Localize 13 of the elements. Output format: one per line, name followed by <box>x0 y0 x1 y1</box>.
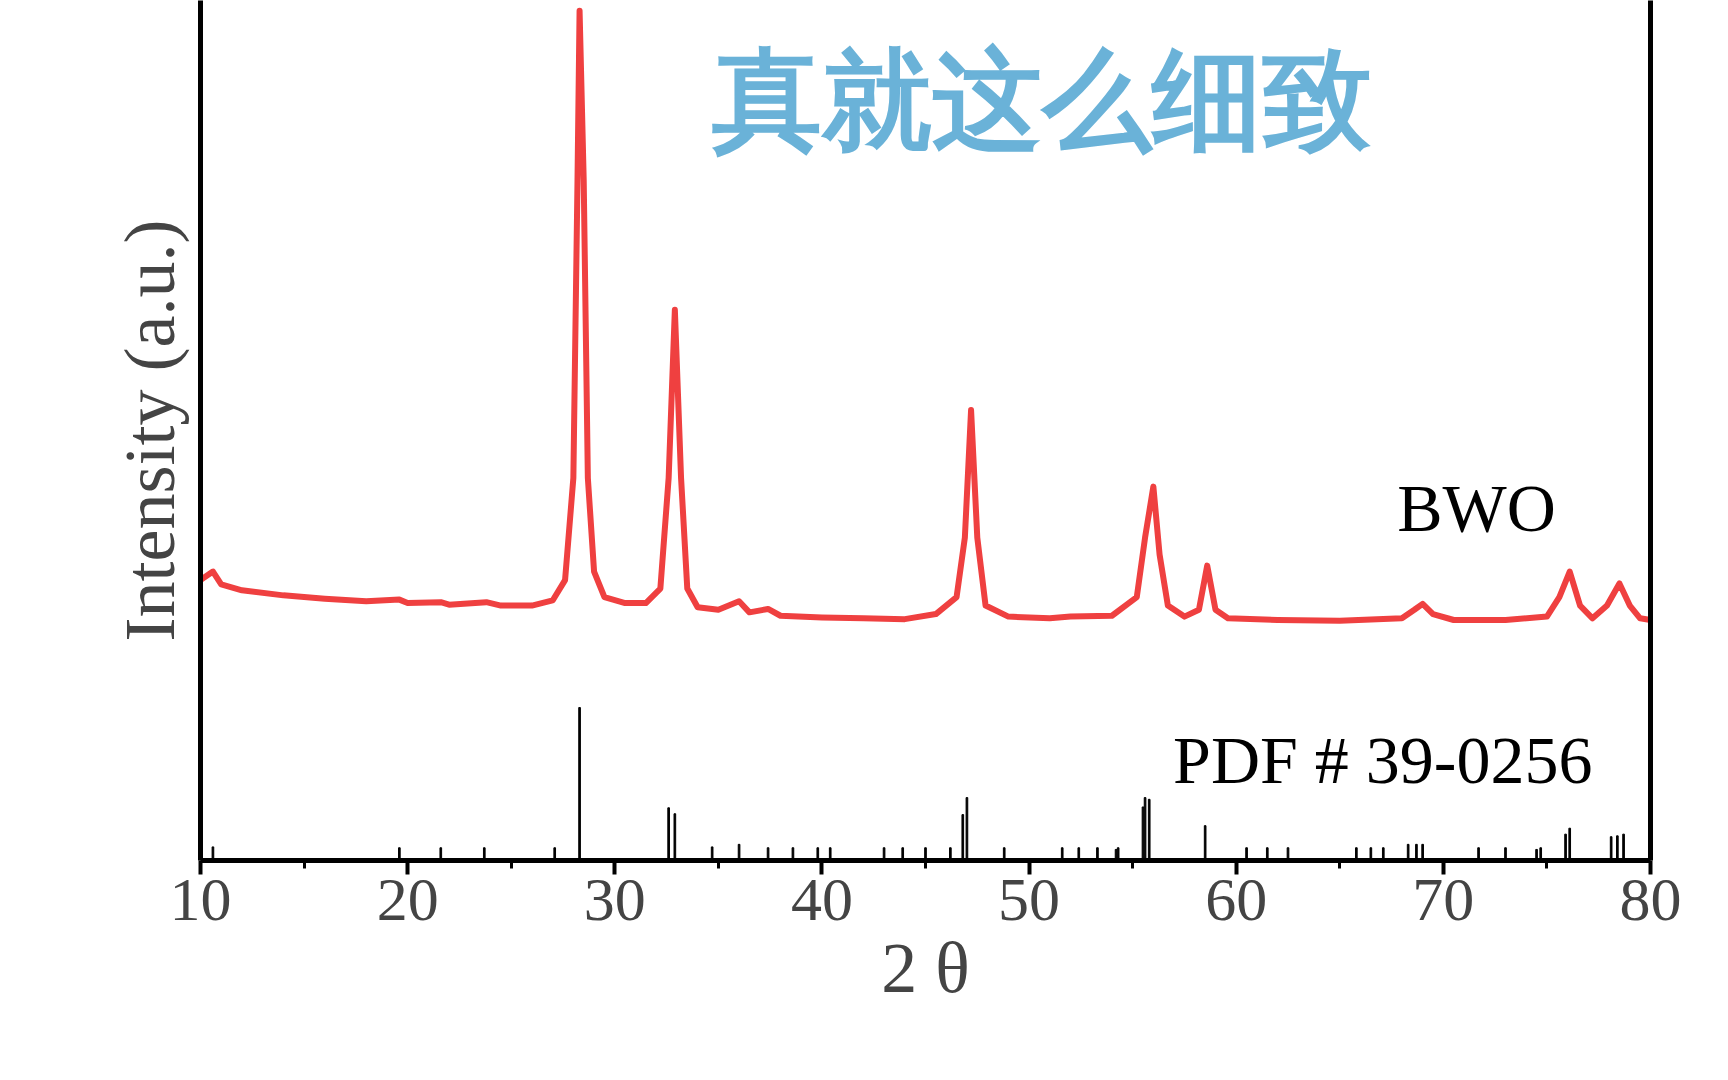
x-tick-label: 10 <box>169 864 232 933</box>
x-tick-label: 40 <box>790 864 853 933</box>
x-tick-label: 50 <box>998 864 1061 933</box>
x-tick-label: 20 <box>376 864 439 933</box>
series-label: BWO <box>1397 470 1556 547</box>
x-tick-label: 30 <box>583 864 646 933</box>
x-tick-label: 80 <box>1619 864 1682 933</box>
y-axis-title: Intensity (a.u.) <box>109 219 190 642</box>
x-tick-label: 60 <box>1205 864 1268 933</box>
x-tick-label: 70 <box>1412 864 1475 933</box>
x-axis-title: 2 θ <box>881 927 970 1008</box>
annotation: 真就这么细致 <box>710 36 1372 165</box>
series-label: PDF # 39-0256 <box>1173 722 1593 799</box>
